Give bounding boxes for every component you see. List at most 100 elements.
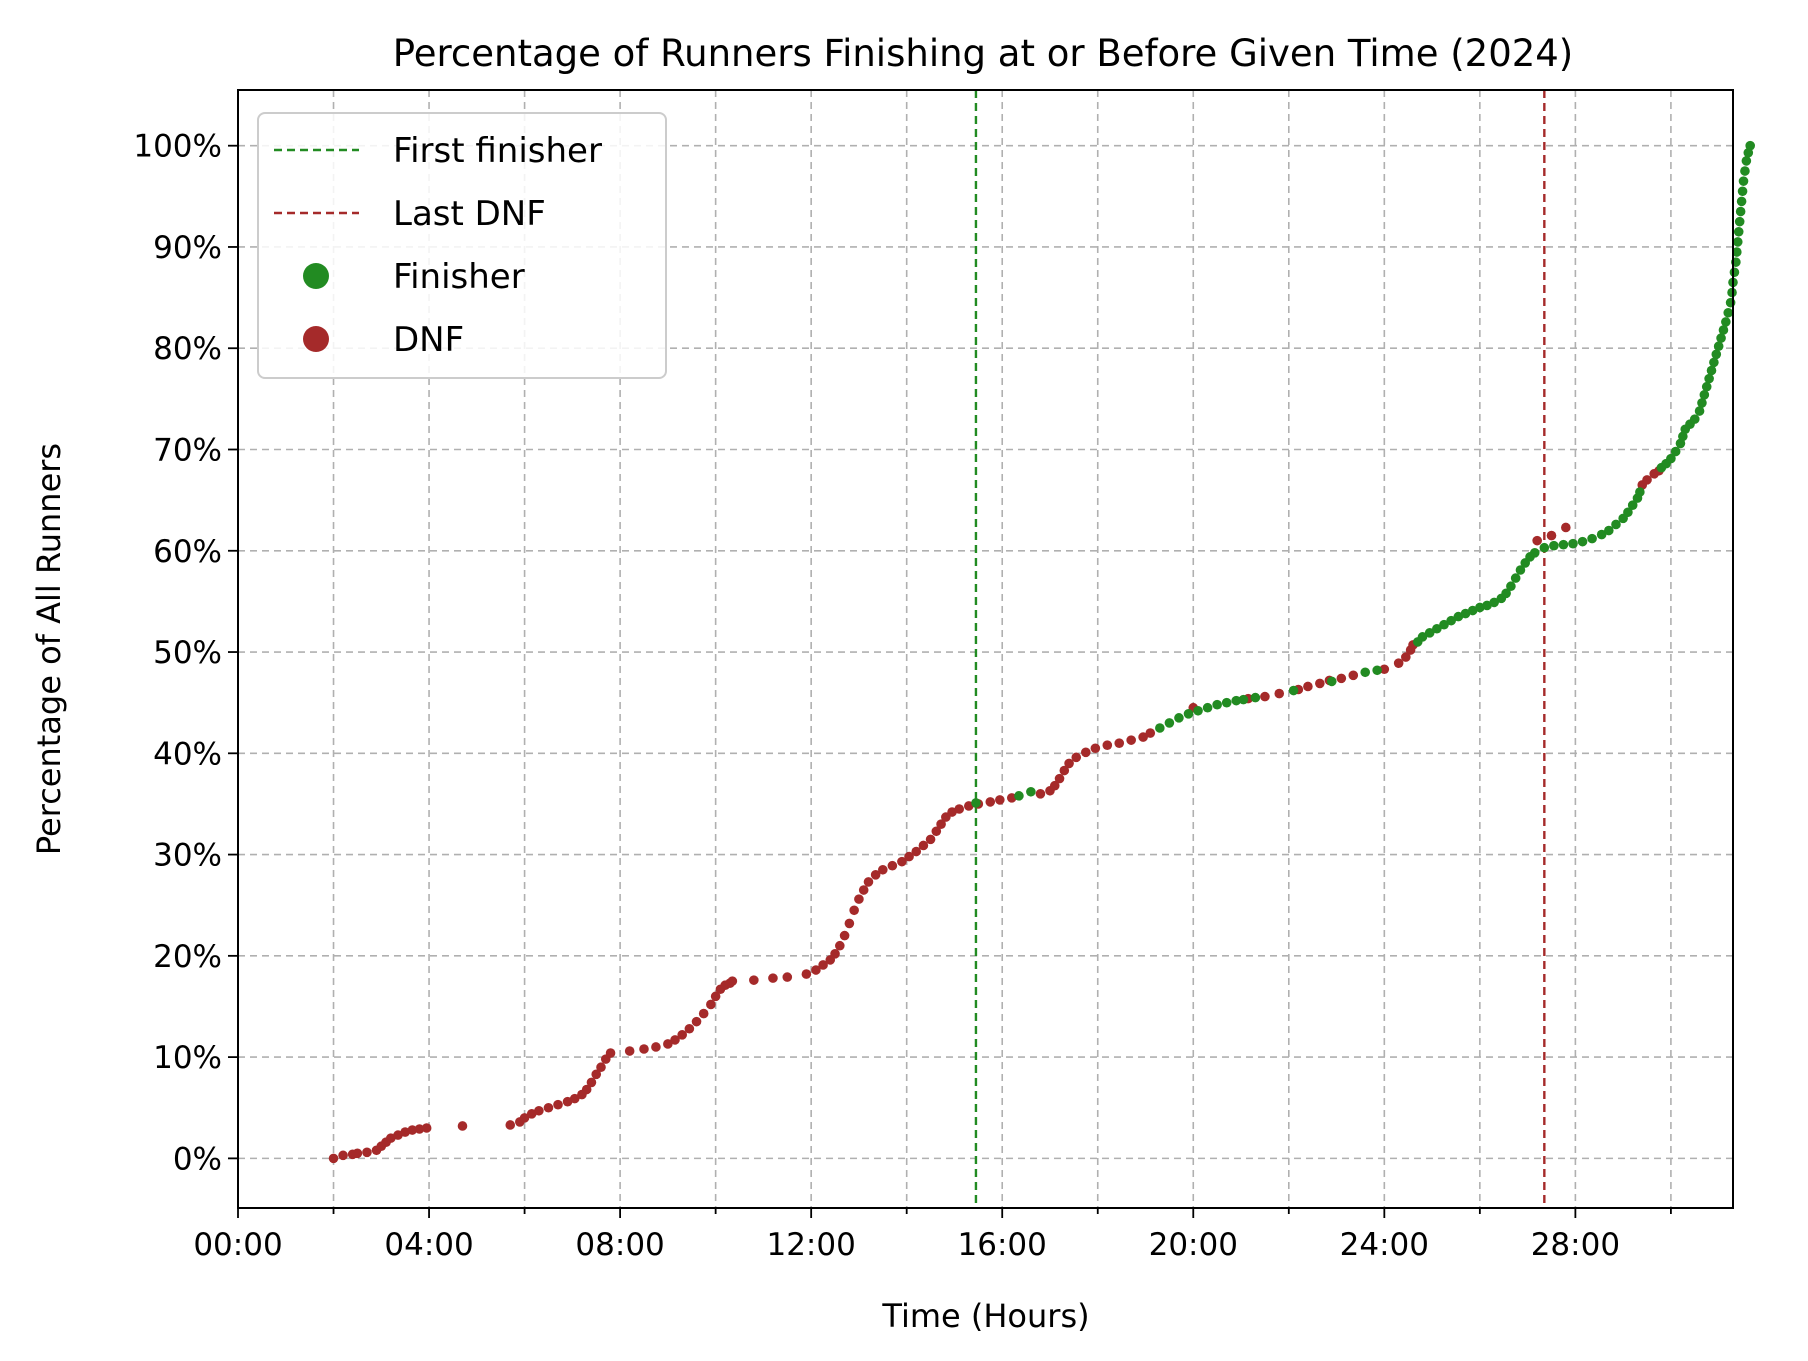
point-dnf [870,870,881,880]
point-finisher [1174,713,1184,723]
series-finisher [971,140,1755,808]
point-finisher [1736,196,1747,207]
point-finisher [1701,381,1712,392]
point-dnf [1064,758,1074,769]
point-finisher [1733,226,1744,237]
point-dnf [1401,652,1411,662]
point-dnf [1145,728,1156,738]
point-finisher [1221,697,1232,708]
x-tick-label: 12:00 [766,1227,855,1263]
point-dnf [1348,670,1359,681]
point-dnf [698,1008,709,1019]
point-dnf [1315,678,1325,689]
point-finisher [1515,565,1526,575]
y-tick-label: 10% [153,1040,222,1076]
legend-dnf-swatch [303,326,329,352]
point-dnf [1393,658,1404,668]
point-finisher [1489,597,1499,608]
point-dnf [839,930,850,941]
point-finisher [1732,237,1743,247]
point-dnf [1071,752,1082,763]
y-tick-label: 40% [153,736,222,772]
legend-box [257,112,667,379]
point-dnf [596,1062,606,1073]
point-dnf [1303,681,1313,692]
point-dnf [457,1121,468,1131]
point-finisher [1734,216,1745,227]
point-dnf [526,1109,537,1119]
point-dnf [1059,765,1070,776]
point-dnf [670,1035,680,1045]
point-finisher [1718,325,1729,335]
point-dnf [1081,747,1091,758]
y-tick-label: 20% [153,939,222,975]
point-dnf [936,819,946,829]
point-dnf [818,960,828,970]
point-finisher [1539,542,1550,553]
x-tick-label: 08:00 [575,1227,664,1263]
point-finisher [1424,627,1435,638]
point-finisher [1432,623,1442,634]
point-finisher [1506,581,1516,592]
point-finisher [1723,307,1734,318]
point-dnf [1138,732,1148,742]
point-finisher [1446,615,1456,626]
point-dnf [505,1120,516,1130]
point-dnf [782,972,793,982]
point-dnf [963,801,974,811]
point-dnf [338,1150,348,1161]
point-dnf [684,1023,695,1034]
point-finisher [1704,373,1714,384]
point-dnf [1049,780,1060,791]
point-finisher [971,798,981,808]
point-finisher [1587,533,1597,544]
point-dnf [1035,789,1046,799]
point-finisher [1529,547,1540,558]
point-dnf [691,1016,702,1027]
point-dnf [1546,530,1557,541]
data-points [328,140,1755,1164]
point-finisher [1212,699,1222,710]
point-finisher [1697,398,1707,408]
point-dnf [386,1133,396,1143]
point-dnf [947,807,957,817]
point-dnf [1126,735,1136,745]
point-dnf [1090,743,1101,754]
point-dnf [1561,522,1571,533]
point-finisher [1417,632,1428,642]
y-tick-label: 30% [153,838,222,874]
y-tick-label: 90% [153,230,222,266]
point-finisher [1666,453,1676,464]
point-finisher [1164,718,1175,728]
point-finisher [1155,723,1165,733]
point-finisher [1250,692,1261,703]
point-dnf [519,1113,530,1123]
point-dnf [624,1046,635,1056]
point-finisher [1738,176,1749,186]
point-dnf [918,840,929,851]
point-finisher [1193,705,1203,716]
point-dnf [591,1069,602,1080]
point-finisher [1623,507,1633,518]
point-finisher [1716,333,1726,343]
point-finisher [1627,500,1638,510]
point-dnf [858,885,869,895]
point-dnf [768,973,778,983]
point-dnf [911,846,922,857]
point-finisher [1202,702,1213,713]
point-dnf [393,1130,403,1140]
legend-finisher-swatch [303,263,329,289]
point-dnf [569,1093,580,1104]
point-finisher [1360,667,1371,678]
y-tick-label: 0% [173,1141,222,1177]
point-finisher [1558,539,1569,550]
point-dnf [414,1124,425,1134]
x-axis-ticks: 00:00 04:00 08:00 12:00 16:00 20:00 24:00 28:00 [193,1208,1672,1263]
point-dnf [328,1153,339,1164]
y-tick-label: 70% [153,433,222,469]
point-dnf [581,1084,592,1095]
point-finisher [1604,525,1614,536]
point-dnf [639,1044,649,1054]
point-dnf [1260,691,1270,702]
